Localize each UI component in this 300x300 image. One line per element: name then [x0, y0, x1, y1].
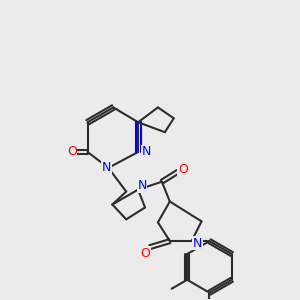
Text: O: O	[178, 163, 188, 176]
Text: N: N	[102, 161, 111, 174]
Text: N: N	[141, 146, 151, 158]
Text: O: O	[67, 146, 77, 158]
Text: O: O	[140, 247, 150, 260]
Text: N: N	[193, 237, 202, 250]
Text: N: N	[137, 179, 147, 192]
